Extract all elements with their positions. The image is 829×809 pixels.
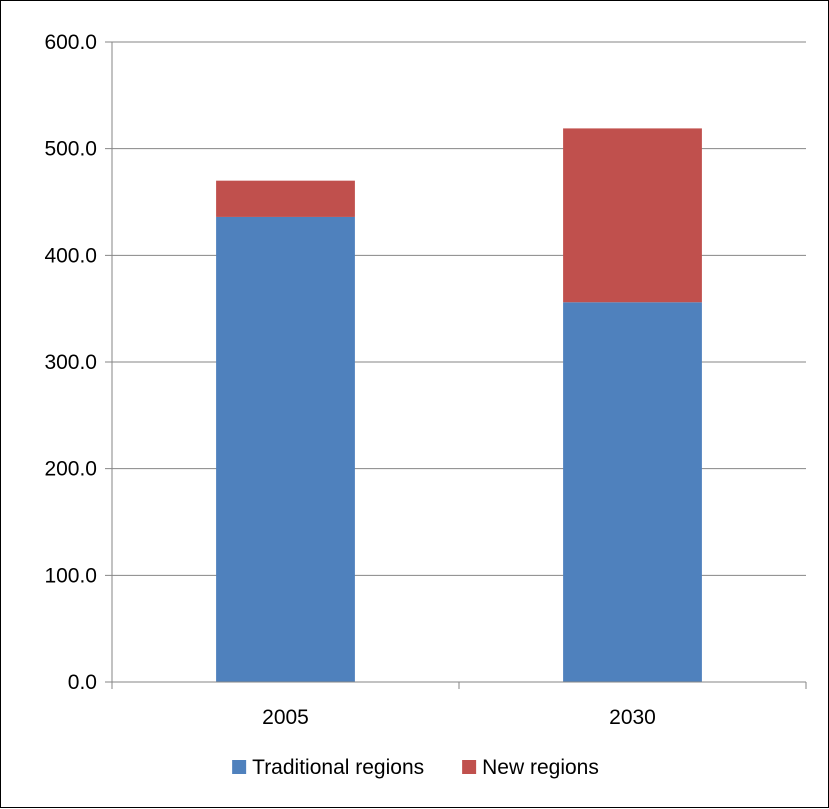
x-tick-labels: 2005 2030	[262, 706, 656, 729]
bar-traditional-regions-2030	[563, 302, 702, 682]
y-tick-label: 0.0	[68, 671, 97, 694]
bar-traditional-regions-2005	[216, 216, 355, 682]
y-tick-labels: 0.0 100.0 200.0 300.0 400.0 500.0 600.0	[44, 31, 97, 694]
y-tick-label: 600.0	[44, 31, 97, 54]
y-tick-label: 100.0	[44, 564, 97, 587]
y-tick-label: 400.0	[44, 244, 97, 267]
legend-swatch	[462, 760, 477, 774]
legend-label: New regions	[482, 756, 599, 779]
legend-swatch	[232, 760, 247, 774]
bar-new-regions-2005	[216, 180, 355, 217]
y-tick-label: 500.0	[44, 138, 97, 161]
y-tick-label: 200.0	[44, 458, 97, 481]
legend: Traditional regions New regions	[232, 756, 599, 779]
axes	[105, 42, 807, 689]
legend-label: Traditional regions	[252, 756, 424, 779]
y-tick-label: 300.0	[44, 351, 97, 374]
x-tick-label: 2005	[262, 706, 309, 729]
bar-new-regions-2030	[563, 128, 702, 303]
bars	[216, 128, 702, 682]
x-tick-label: 2030	[609, 706, 656, 729]
